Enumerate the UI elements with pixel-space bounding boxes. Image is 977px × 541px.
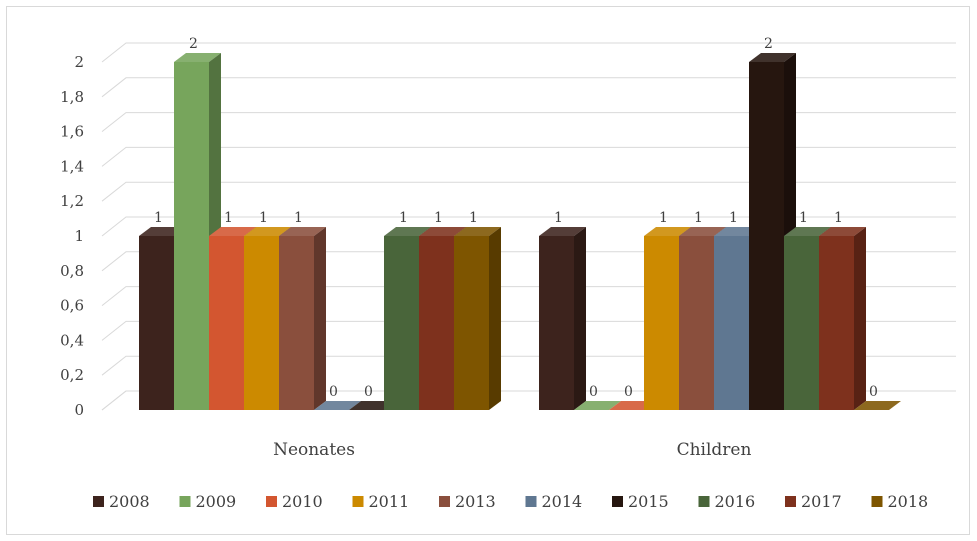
- y-tick-label: 0,6: [60, 297, 84, 315]
- bar-top-face: [574, 401, 621, 410]
- bar-top-face: [244, 227, 291, 236]
- bar: [644, 236, 679, 410]
- bar: [209, 236, 244, 410]
- bar-top-face: [784, 227, 831, 236]
- data-label: 1: [799, 210, 808, 226]
- legend-swatch: [439, 496, 450, 507]
- bar: [454, 236, 489, 410]
- bar-top-face: [174, 53, 221, 62]
- data-label: 1: [659, 210, 668, 226]
- data-label: 2: [189, 36, 198, 52]
- bar-side-face: [489, 227, 501, 410]
- bar: [384, 236, 419, 410]
- legend-label: 2013: [455, 492, 496, 511]
- legend-label: 2014: [542, 492, 583, 511]
- bar: [749, 62, 784, 410]
- bar: [784, 236, 819, 410]
- bar: [419, 236, 454, 410]
- legend-label: 2018: [888, 492, 929, 511]
- bar-top-face: [854, 401, 901, 410]
- data-label: 1: [154, 210, 163, 226]
- legend-swatch: [785, 496, 796, 507]
- data-label: 2: [764, 36, 773, 52]
- legend-label: 2016: [715, 492, 756, 511]
- data-label: 1: [259, 210, 268, 226]
- gridline: [101, 77, 956, 98]
- bar-top-face: [314, 401, 361, 410]
- bar-top-face: [384, 227, 431, 236]
- data-label: 1: [554, 210, 563, 226]
- legend-label: 2010: [282, 492, 323, 511]
- legend-label: 2009: [196, 492, 237, 511]
- data-label: 0: [364, 384, 373, 400]
- y-tick-label: 0,4: [60, 331, 84, 349]
- legend-swatch: [352, 496, 364, 507]
- y-tick-label: 1,6: [60, 123, 84, 141]
- gridline: [101, 112, 956, 132]
- data-label: 1: [729, 210, 738, 226]
- gridline: [101, 216, 956, 237]
- bar-top-face: [819, 227, 866, 236]
- y-tick-label: 0,2: [60, 366, 84, 384]
- bar-top-face: [749, 53, 796, 62]
- category-label: Neonates: [273, 440, 355, 460]
- bar-top-face: [454, 227, 501, 236]
- bar-top-face: [644, 227, 691, 236]
- legend-label: 2011: [369, 492, 410, 511]
- bar-side-face: [314, 227, 326, 410]
- data-label: 1: [294, 210, 303, 226]
- y-tick-label: 1,2: [60, 192, 84, 210]
- bar-top-face: [679, 227, 726, 236]
- category-label: Children: [677, 440, 752, 460]
- bar-top-face: [209, 227, 256, 236]
- y-tick-label: 1,8: [60, 88, 84, 106]
- bar-top-face: [279, 227, 326, 236]
- data-label: 1: [694, 210, 703, 226]
- gridline: [101, 181, 956, 202]
- legend-swatch: [93, 496, 104, 507]
- legend-swatch: [871, 496, 883, 507]
- legend-swatch: [612, 496, 623, 507]
- y-tick-label: 0,8: [60, 262, 84, 280]
- bar: [244, 236, 279, 410]
- y-tick-label: 1,4: [60, 157, 84, 175]
- legend-swatch: [266, 496, 277, 507]
- bar: [819, 236, 854, 410]
- data-label: 1: [434, 210, 443, 226]
- bar-top-face: [419, 227, 466, 236]
- bar-side-face: [574, 227, 586, 410]
- data-label: 1: [224, 210, 233, 226]
- data-label: 0: [624, 384, 633, 400]
- data-label: 0: [869, 384, 878, 400]
- y-tick-label: 1: [74, 227, 84, 245]
- chart-frame: [6, 6, 970, 535]
- legend-swatch: [698, 496, 710, 507]
- bar: [139, 236, 174, 410]
- data-label: 1: [834, 210, 843, 226]
- y-tick-label: 0: [74, 401, 84, 419]
- bar-top-face: [539, 227, 586, 236]
- bar-side-face: [854, 227, 866, 410]
- bar: [174, 62, 209, 410]
- gridline: [101, 146, 956, 167]
- bar: [679, 236, 714, 410]
- data-label: 1: [399, 210, 408, 226]
- y-tick-label: 2: [74, 53, 84, 71]
- legend-label: 2017: [801, 492, 842, 511]
- legend-swatch: [525, 496, 537, 507]
- legend-swatch: [179, 496, 191, 507]
- gridline: [101, 42, 956, 63]
- bar: [714, 236, 749, 410]
- bar: [539, 236, 574, 410]
- bar: [279, 236, 314, 410]
- data-label: 1: [469, 210, 478, 226]
- data-label: 0: [329, 384, 338, 400]
- data-label: 0: [589, 384, 598, 400]
- legend-label: 2008: [109, 492, 150, 511]
- legend-label: 2015: [628, 492, 669, 511]
